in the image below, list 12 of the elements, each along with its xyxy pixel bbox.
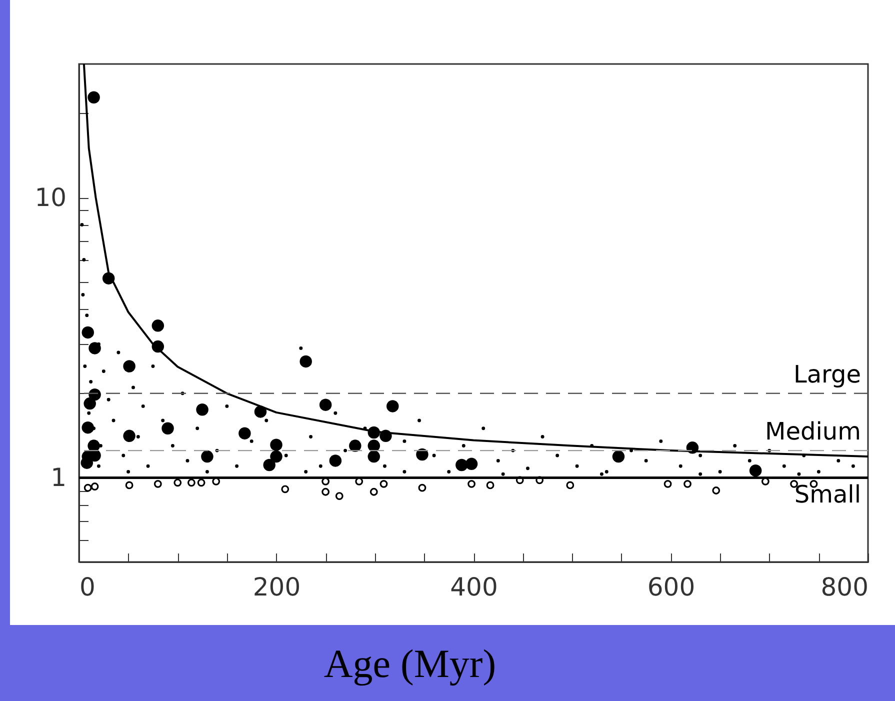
ref-line-label: Small bbox=[794, 480, 861, 509]
x-tick-label: 0 bbox=[80, 572, 96, 602]
ref-line-label: Medium bbox=[765, 418, 861, 446]
ref-line-label: Large bbox=[793, 360, 861, 388]
x-tick-label: 200 bbox=[252, 572, 301, 602]
x-tick-label: 400 bbox=[450, 572, 498, 602]
y-tick-label: 1 bbox=[50, 463, 66, 492]
x-axis-title: Age (Myr) bbox=[322, 640, 498, 687]
y-tick-label: 10 bbox=[34, 183, 66, 212]
x-tick-label: 800 bbox=[820, 572, 868, 602]
x-tick-label: 600 bbox=[647, 572, 696, 602]
line-series bbox=[82, 64, 868, 458]
